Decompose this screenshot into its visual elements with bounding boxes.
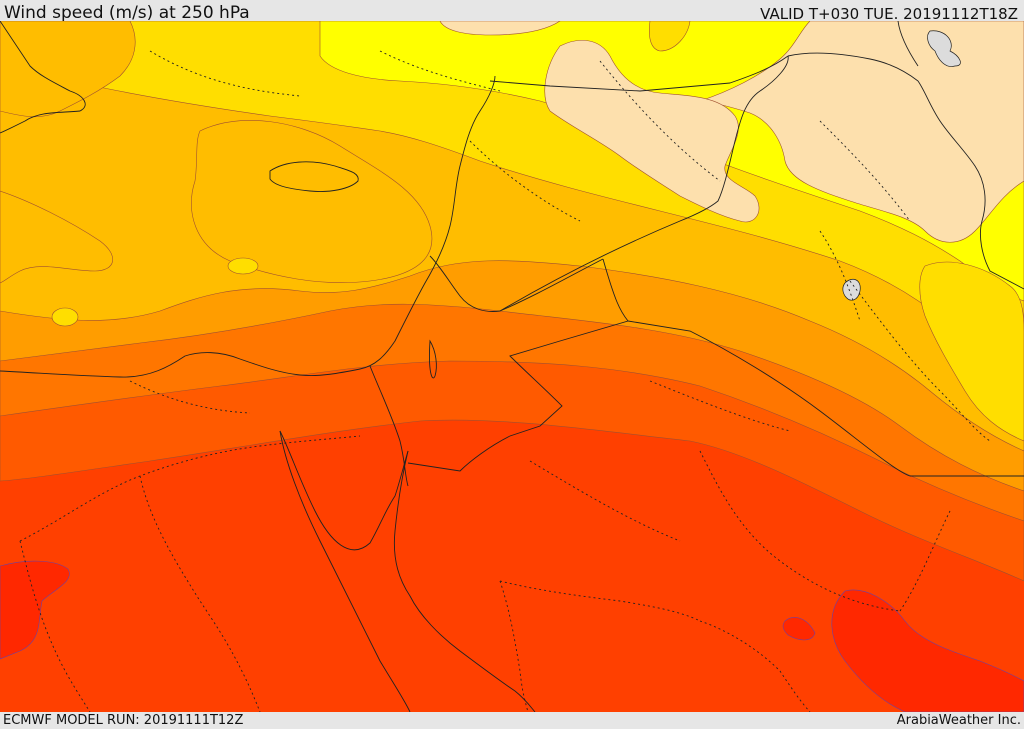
wind-speed-map [0,21,1024,712]
core-red-southwest [0,560,70,660]
credit: ArabiaWeather Inc. [896,713,1021,728]
patch-gold-east [919,261,1024,442]
country-borders [369,21,1024,487]
valid-time: VALID T+030 TUE. 20191112T18Z [760,5,1018,23]
patch-gold-north-2 [439,21,561,36]
patch-gold-north [649,21,691,52]
coastlines [0,21,536,712]
internal-boundaries [19,50,991,712]
lake-urmia [842,278,861,301]
core-red-small [782,617,816,641]
patch-lightest-center [544,39,760,223]
band-lightest [699,21,1024,243]
lake-van [927,30,961,67]
patch-gold-small [51,307,79,327]
patch-amber-sw [0,190,113,284]
patch-amber-west [191,120,433,283]
chart-title: Wind speed (m/s) at 250 hPa [4,3,250,23]
patch-amber-northwest [0,21,136,118]
model-run: ECMWF MODEL RUN: 20191111T12Z [3,713,244,728]
core-red-southeast [831,589,1024,712]
patch-gold-small-2 [227,257,259,275]
